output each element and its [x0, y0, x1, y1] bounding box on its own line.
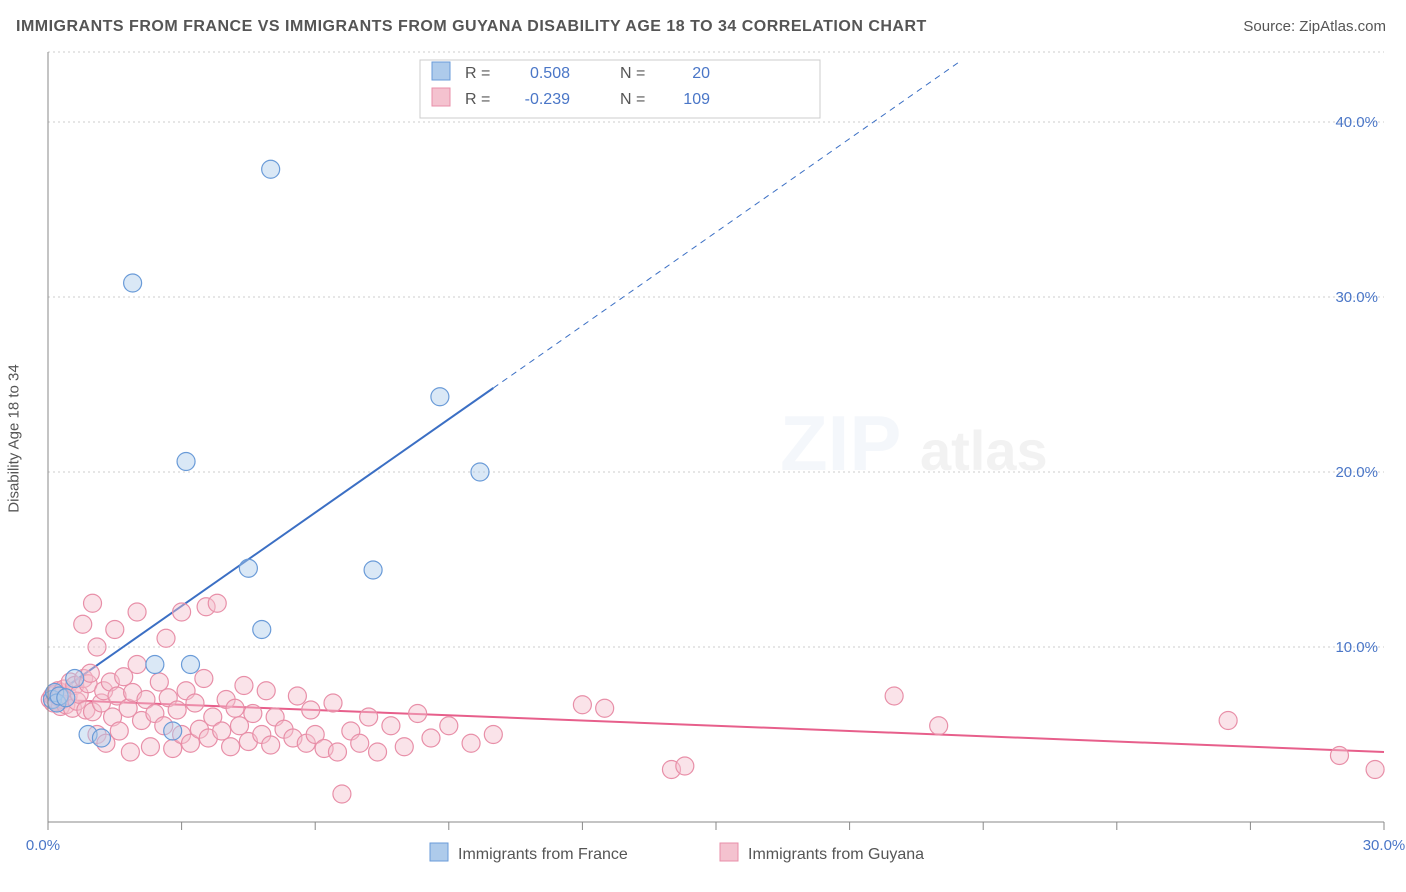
data-point	[930, 717, 948, 735]
data-point	[213, 722, 231, 740]
data-point	[364, 561, 382, 579]
data-point	[360, 708, 378, 726]
data-point	[222, 738, 240, 756]
data-point	[110, 722, 128, 740]
data-point	[288, 687, 306, 705]
data-point	[173, 603, 191, 621]
data-point	[141, 738, 159, 756]
data-point	[66, 670, 84, 688]
data-point	[208, 594, 226, 612]
data-point	[168, 701, 186, 719]
data-point	[262, 160, 280, 178]
legend-swatch	[432, 62, 450, 80]
trend-line	[48, 388, 493, 700]
data-point	[74, 615, 92, 633]
data-point	[333, 785, 351, 803]
data-point	[885, 687, 903, 705]
data-point	[573, 696, 591, 714]
data-point	[164, 722, 182, 740]
data-point	[84, 594, 102, 612]
data-point	[409, 705, 427, 723]
data-point	[88, 638, 106, 656]
data-point	[177, 453, 195, 471]
scatter-plot: ZIP atlas 0.0% 30.0% 10.0% 20.0% 30.0% 40.0% R =…	[0, 0, 1406, 892]
data-point	[124, 274, 142, 292]
legend-r-value: -0.239	[525, 91, 570, 108]
bottom-legend-label: Immigrants from France	[458, 846, 628, 863]
data-point	[262, 736, 280, 754]
data-point	[253, 621, 271, 639]
data-point	[302, 701, 320, 719]
data-point	[1330, 747, 1348, 765]
data-point	[182, 656, 200, 674]
legend-r-value: 0.508	[530, 65, 570, 82]
x-tick-label: 30.0%	[1363, 837, 1406, 854]
data-point	[422, 729, 440, 747]
bottom-legend-swatch	[430, 843, 448, 861]
data-point	[462, 734, 480, 752]
data-point	[1366, 761, 1384, 779]
data-point	[235, 677, 253, 695]
watermark: ZIP	[780, 399, 901, 487]
bottom-legend-swatch	[720, 843, 738, 861]
x-tick-label: 0.0%	[26, 837, 60, 854]
data-point	[244, 705, 262, 723]
data-point	[146, 656, 164, 674]
data-point	[128, 656, 146, 674]
data-point	[239, 559, 257, 577]
y-tick-label: 10.0%	[1335, 639, 1378, 656]
legend-n-label: N =	[620, 65, 645, 82]
legend-swatch	[432, 88, 450, 106]
data-point	[128, 603, 146, 621]
y-tick-label: 40.0%	[1335, 114, 1378, 131]
data-point	[382, 717, 400, 735]
data-point	[676, 757, 694, 775]
bottom-legend-label: Immigrants from Guyana	[748, 846, 924, 863]
y-tick-label: 20.0%	[1335, 464, 1378, 481]
data-point	[195, 670, 213, 688]
data-point	[186, 694, 204, 712]
legend-r-label: R =	[465, 91, 490, 108]
data-point	[369, 743, 387, 761]
data-point	[157, 629, 175, 647]
data-point	[596, 699, 614, 717]
legend-n-label: N =	[620, 91, 645, 108]
data-point	[257, 682, 275, 700]
data-point	[121, 743, 139, 761]
legend-n-value: 20	[692, 65, 710, 82]
legend-r-label: R =	[465, 65, 490, 82]
data-point	[431, 388, 449, 406]
data-point	[471, 463, 489, 481]
data-point	[150, 673, 168, 691]
data-point	[324, 694, 342, 712]
data-point	[106, 621, 124, 639]
data-point	[351, 734, 369, 752]
data-point	[57, 689, 75, 707]
data-point	[440, 717, 458, 735]
y-tick-label: 30.0%	[1335, 289, 1378, 306]
data-point	[92, 729, 110, 747]
data-point	[395, 738, 413, 756]
data-point	[484, 726, 502, 744]
legend-n-value: 109	[683, 91, 710, 108]
data-point	[226, 699, 244, 717]
data-point	[328, 743, 346, 761]
data-point	[1219, 712, 1237, 730]
watermark: atlas	[920, 419, 1048, 482]
